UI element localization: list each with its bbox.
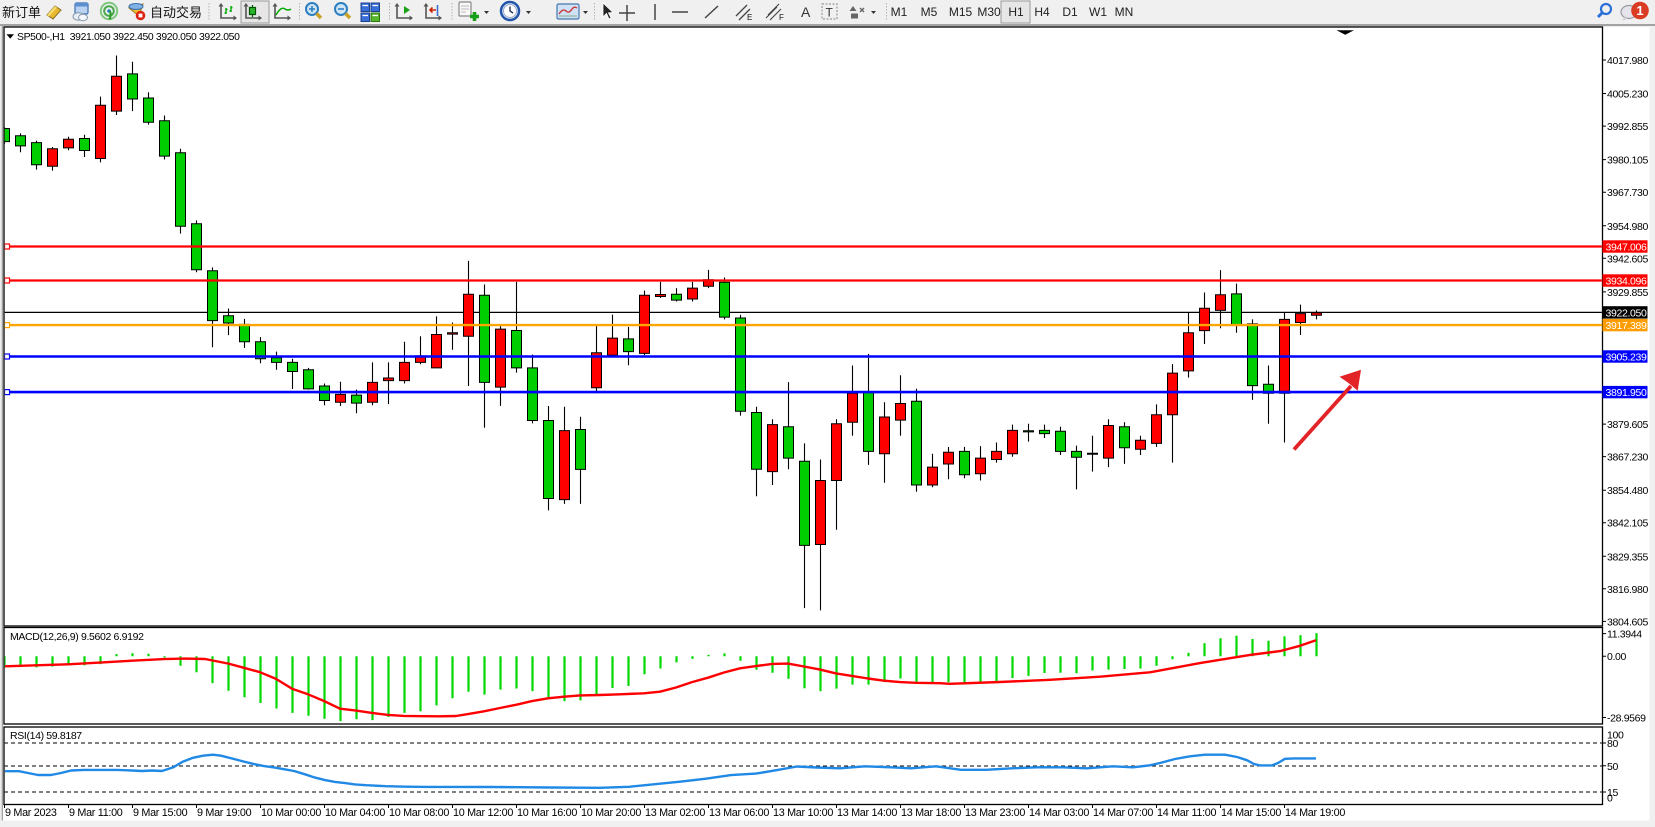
- svg-text:-28.9569: -28.9569: [1607, 713, 1646, 725]
- svg-text:3954.980: 3954.980: [1607, 221, 1649, 233]
- svg-text:13 Mar 14:00: 13 Mar 14:00: [837, 807, 897, 819]
- svg-text:3934.096: 3934.096: [1606, 276, 1648, 288]
- svg-text:3891.950: 3891.950: [1606, 387, 1648, 399]
- svg-text:新订单: 新订单: [2, 5, 41, 20]
- svg-text:9 Mar 15:00: 9 Mar 15:00: [133, 807, 188, 819]
- svg-text:13 Mar 23:00: 13 Mar 23:00: [965, 807, 1025, 819]
- svg-text:T: T: [826, 6, 834, 20]
- svg-text:13 Mar 02:00: 13 Mar 02:00: [645, 807, 705, 819]
- svg-text:14 Mar 03:00: 14 Mar 03:00: [1029, 807, 1089, 819]
- svg-text:13 Mar 06:00: 13 Mar 06:00: [709, 807, 769, 819]
- svg-text:3842.105: 3842.105: [1607, 518, 1649, 530]
- svg-text:100: 100: [1607, 730, 1624, 742]
- svg-text:D1: D1: [1062, 5, 1078, 19]
- svg-text:10 Mar 16:00: 10 Mar 16:00: [517, 807, 577, 819]
- svg-text:MACD(12,26,9) 9.5602 6.9192: MACD(12,26,9) 9.5602 6.9192: [10, 631, 144, 643]
- svg-text:3942.605: 3942.605: [1607, 253, 1649, 265]
- svg-text:1: 1: [1636, 3, 1643, 18]
- svg-text:3967.730: 3967.730: [1607, 187, 1649, 199]
- svg-text:3829.355: 3829.355: [1607, 551, 1649, 563]
- svg-text:10 Mar 08:00: 10 Mar 08:00: [389, 807, 449, 819]
- svg-text:3867.230: 3867.230: [1607, 452, 1649, 464]
- svg-text:3879.605: 3879.605: [1607, 419, 1649, 431]
- svg-text:10 Mar 04:00: 10 Mar 04:00: [325, 807, 385, 819]
- svg-text:15: 15: [1607, 787, 1618, 799]
- svg-text:3905.239: 3905.239: [1606, 352, 1648, 364]
- svg-text:H4: H4: [1034, 5, 1050, 19]
- svg-text:E: E: [747, 13, 752, 22]
- svg-text:0: 0: [1607, 793, 1613, 805]
- svg-text:0.00: 0.00: [1607, 651, 1627, 663]
- svg-text:10 Mar 00:00: 10 Mar 00:00: [261, 807, 321, 819]
- svg-text:11.3944: 11.3944: [1607, 629, 1642, 641]
- svg-text:10 Mar 12:00: 10 Mar 12:00: [453, 807, 513, 819]
- svg-text:80: 80: [1607, 738, 1618, 750]
- svg-text:M1: M1: [891, 5, 908, 19]
- svg-text:9 Mar 2023: 9 Mar 2023: [5, 807, 57, 819]
- svg-text:3917.389: 3917.389: [1606, 320, 1648, 332]
- svg-text:9 Mar 11:00: 9 Mar 11:00: [69, 807, 123, 819]
- svg-text:F: F: [779, 13, 784, 22]
- svg-text:3929.855: 3929.855: [1607, 287, 1649, 299]
- svg-text:4017.980: 4017.980: [1607, 55, 1649, 67]
- svg-text:3947.006: 3947.006: [1606, 242, 1648, 254]
- svg-text:10 Mar 20:00: 10 Mar 20:00: [581, 807, 641, 819]
- svg-text:3922.050: 3922.050: [1606, 307, 1648, 319]
- svg-text:14 Mar 11:00: 14 Mar 11:00: [1157, 807, 1217, 819]
- svg-text:13 Mar 18:00: 13 Mar 18:00: [901, 807, 961, 819]
- svg-text:自动交易: 自动交易: [150, 5, 202, 20]
- svg-text:4005.230: 4005.230: [1607, 89, 1649, 101]
- svg-text:14 Mar 19:00: 14 Mar 19:00: [1285, 807, 1345, 819]
- svg-text:50: 50: [1607, 761, 1618, 773]
- svg-text:3804.605: 3804.605: [1607, 616, 1649, 628]
- svg-text:W1: W1: [1089, 5, 1107, 19]
- svg-text:14 Mar 07:00: 14 Mar 07:00: [1093, 807, 1153, 819]
- svg-text:MN: MN: [1115, 5, 1134, 19]
- svg-text:3992.855: 3992.855: [1607, 121, 1649, 133]
- svg-text:M15: M15: [949, 5, 973, 19]
- svg-text:A: A: [801, 4, 811, 20]
- svg-text:13 Mar 10:00: 13 Mar 10:00: [773, 807, 833, 819]
- svg-text:H1: H1: [1008, 5, 1024, 19]
- svg-text:M5: M5: [921, 5, 938, 19]
- svg-text:SP500-,H1 3921.050 3922.450 3: SP500-,H1 3921.050 3922.450 3920.050 392…: [17, 32, 240, 43]
- svg-text:RSI(14) 59.8187: RSI(14) 59.8187: [10, 730, 82, 742]
- svg-text:M30: M30: [977, 5, 1001, 19]
- svg-text:3816.980: 3816.980: [1607, 584, 1649, 596]
- svg-text:14 Mar 15:00: 14 Mar 15:00: [1221, 807, 1281, 819]
- svg-text:3854.480: 3854.480: [1607, 485, 1649, 497]
- svg-text:3980.105: 3980.105: [1607, 155, 1649, 167]
- svg-text:9 Mar 19:00: 9 Mar 19:00: [197, 807, 252, 819]
